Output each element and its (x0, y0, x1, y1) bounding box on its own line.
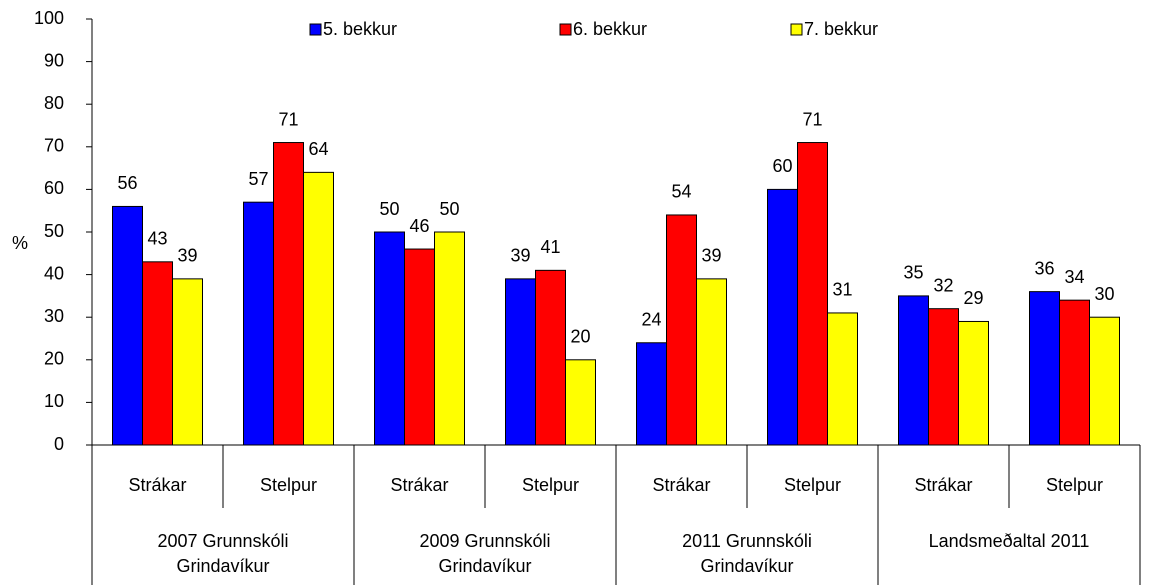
x-tick-label: Strákar (128, 475, 186, 495)
bar (243, 201, 274, 446)
y-tick-label: 90 (44, 50, 64, 70)
y-tick-label: 30 (44, 306, 64, 326)
bar (404, 248, 435, 446)
value-label: 24 (641, 310, 661, 330)
x-tick-label: Strákar (914, 475, 972, 495)
value-label: 39 (510, 246, 530, 266)
bar (374, 231, 405, 446)
value-label: 36 (1034, 258, 1054, 278)
bar (958, 320, 989, 446)
bar (666, 214, 697, 446)
y-tick-label: 0 (54, 434, 64, 454)
group-label: 2007 Grunnskóli (157, 531, 288, 551)
x-tick-label: Stelpur (260, 475, 317, 495)
bar (434, 231, 465, 446)
value-label: 34 (1064, 267, 1084, 287)
x-tick-label: Strákar (652, 475, 710, 495)
value-label: 54 (671, 182, 691, 202)
bar (273, 142, 304, 446)
value-label: 46 (409, 216, 429, 236)
legend-label: 5. bekkur (323, 19, 397, 39)
y-tick-label: 50 (44, 221, 64, 241)
group-label: Grindavíkur (438, 556, 531, 576)
bar (565, 359, 596, 446)
legend-label: 6. bekkur (573, 19, 647, 39)
y-tick-label: 70 (44, 136, 64, 156)
y-axis-label: % (12, 233, 28, 253)
legend-label: 7. bekkur (804, 19, 878, 39)
value-label: 50 (439, 199, 459, 219)
y-tick-label: 60 (44, 178, 64, 198)
group-label: Grindavíkur (700, 556, 793, 576)
x-tick-label: Strákar (390, 475, 448, 495)
bar (1059, 299, 1090, 446)
value-label: 20 (570, 327, 590, 347)
value-label: 71 (278, 109, 298, 129)
x-tick-label: Stelpur (784, 475, 841, 495)
y-tick-label: 100 (34, 8, 64, 28)
value-label: 29 (963, 288, 983, 308)
value-label: 39 (701, 246, 721, 266)
legend-swatch (309, 23, 322, 36)
value-label: 39 (177, 246, 197, 266)
bar (303, 171, 334, 446)
bar (928, 308, 959, 446)
value-label: 56 (117, 173, 137, 193)
x-tick-label: Stelpur (522, 475, 579, 495)
group-label: 2011 Grunnskóli (682, 531, 812, 551)
bar (797, 142, 828, 446)
value-label: 60 (772, 156, 792, 176)
bar (1029, 291, 1060, 446)
value-label: 31 (832, 280, 852, 300)
group-label: Landsmeðaltal 2011 (929, 531, 1090, 551)
bar (696, 278, 727, 446)
bar (1089, 316, 1120, 446)
y-tick-label: 80 (44, 93, 64, 113)
legend-swatch (559, 23, 572, 36)
bar (112, 205, 143, 446)
value-label: 30 (1094, 284, 1114, 304)
y-tick-label: 20 (44, 349, 64, 369)
bar (505, 278, 536, 446)
value-label: 35 (903, 263, 923, 283)
bar (898, 295, 929, 446)
x-tick-label: Stelpur (1046, 475, 1103, 495)
bar (767, 188, 798, 446)
value-label: 57 (248, 169, 268, 189)
group-label: Grindavíkur (176, 556, 269, 576)
legend-swatch (790, 23, 803, 36)
y-tick-label: 40 (44, 263, 64, 283)
bar (535, 269, 566, 446)
value-label: 32 (933, 275, 953, 295)
group-label: 2009 Grunnskóli (419, 531, 550, 551)
bar (827, 312, 858, 446)
value-label: 64 (308, 139, 328, 159)
value-label: 50 (379, 199, 399, 219)
bar (172, 278, 203, 446)
y-tick-label: 10 (44, 391, 64, 411)
value-label: 41 (540, 237, 560, 257)
bar (636, 342, 667, 446)
bar (142, 261, 173, 446)
value-label: 43 (147, 229, 167, 249)
value-label: 71 (802, 109, 822, 129)
